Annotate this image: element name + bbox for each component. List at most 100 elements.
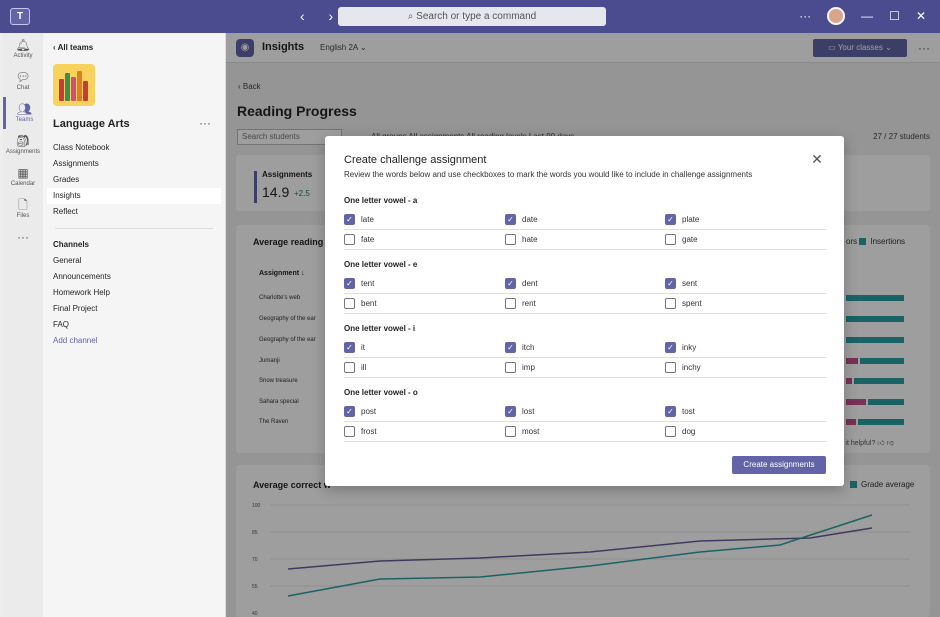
chat-icon: 💬︎ xyxy=(15,70,31,84)
word-checkbox[interactable]: dog xyxy=(665,425,695,438)
checkbox-checked-icon[interactable]: ✓ xyxy=(665,342,676,353)
search-students-input[interactable]: Search students xyxy=(237,129,342,145)
bar-insertions xyxy=(858,419,904,425)
checkbox-checked-icon[interactable]: ✓ xyxy=(505,406,516,417)
divider xyxy=(344,441,826,442)
more-apps-icon: ··· xyxy=(17,230,29,244)
close-window-icon[interactable]: ✕ xyxy=(915,9,926,23)
nav-reflect[interactable]: Reflect xyxy=(53,207,78,216)
divider xyxy=(344,293,826,294)
rail-teams[interactable]: 👥︎ Teams xyxy=(3,97,43,129)
back-link[interactable]: ‹ Back xyxy=(238,82,261,91)
word-checkbox[interactable]: hate xyxy=(505,233,538,246)
avatar[interactable] xyxy=(827,7,846,25)
more-options-icon[interactable]: ··· xyxy=(799,9,812,23)
checkbox-empty-icon[interactable] xyxy=(665,362,676,373)
rail-activity[interactable]: 🔔︎ Activity xyxy=(3,33,43,65)
word-checkbox[interactable]: inchy xyxy=(665,361,701,374)
word-checkbox[interactable]: ill xyxy=(344,361,366,374)
word-checkbox[interactable]: imp xyxy=(505,361,535,374)
checkbox-checked-icon[interactable]: ✓ xyxy=(665,278,676,289)
command-search-input[interactable]: ⌕ Search or type a command xyxy=(338,7,606,26)
checkbox-empty-icon[interactable] xyxy=(665,298,676,309)
table-header-assignment[interactable]: Assignment ↓ xyxy=(259,270,305,277)
checkbox-checked-icon[interactable]: ✓ xyxy=(665,406,676,417)
word-checkbox[interactable]: ✓ dent xyxy=(505,277,538,290)
checkbox-checked-icon[interactable]: ✓ xyxy=(344,342,355,353)
checkbox-checked-icon[interactable]: ✓ xyxy=(665,214,676,225)
word-checkbox[interactable]: ✓ tost xyxy=(665,405,695,418)
page-title: Reading Progress xyxy=(237,103,357,119)
rail-more[interactable]: ··· xyxy=(3,225,43,257)
word-checkbox[interactable]: most xyxy=(505,425,539,438)
channel-homework-help[interactable]: Homework Help xyxy=(53,288,110,297)
rail-files[interactable]: 🗋 Files xyxy=(3,193,43,225)
word-checkbox[interactable]: ✓ plate xyxy=(665,213,699,226)
rail-calendar[interactable]: ▦ Calendar xyxy=(3,161,43,193)
channel-final-project[interactable]: Final Project xyxy=(53,304,98,313)
your-classes-button[interactable]: ▭ Your classes ⌄ xyxy=(813,39,907,57)
checkbox-empty-icon[interactable] xyxy=(344,362,355,373)
channel-faq[interactable]: FAQ xyxy=(53,320,70,329)
word-checkbox[interactable]: ✓ late xyxy=(344,213,374,226)
checkbox-empty-icon[interactable] xyxy=(505,298,516,309)
word-checkbox[interactable]: frost xyxy=(344,425,377,438)
divider xyxy=(55,228,213,229)
table-row: Jumanji xyxy=(259,358,280,364)
nav-insights[interactable]: Insights xyxy=(47,188,221,204)
word-checkbox[interactable]: ✓ post xyxy=(344,405,376,418)
rail-assignments[interactable]: 🎒︎ Assignments xyxy=(3,129,43,161)
word-checkbox[interactable]: ✓ itch xyxy=(505,341,534,354)
word-checkbox[interactable]: ✓ date xyxy=(505,213,538,226)
checkbox-checked-icon[interactable]: ✓ xyxy=(505,278,516,289)
word-checkbox[interactable]: ✓ it xyxy=(344,341,365,354)
header-more-icon[interactable]: ··· xyxy=(918,41,930,55)
channel-announcements[interactable]: Announcements xyxy=(53,272,111,281)
word-checkbox[interactable]: bent xyxy=(344,297,377,310)
legend-swatch xyxy=(859,238,867,245)
thumbs-down-icon[interactable]: 👎︎ xyxy=(884,440,894,447)
checkbox-empty-icon[interactable] xyxy=(344,298,355,309)
create-assignments-button[interactable]: Create assignments xyxy=(732,456,826,474)
nav-grades[interactable]: Grades xyxy=(53,175,80,184)
feedback-prompt[interactable]: Is it helpful? 👍︎ 👎︎ xyxy=(838,440,894,447)
checkbox-checked-icon[interactable]: ✓ xyxy=(505,342,516,353)
checkbox-empty-icon[interactable] xyxy=(344,426,355,437)
checkbox-checked-icon[interactable]: ✓ xyxy=(505,214,516,225)
word-checkbox[interactable]: spent xyxy=(665,297,702,310)
team-more-icon[interactable]: ··· xyxy=(199,116,211,130)
word-checkbox[interactable]: rent xyxy=(505,297,536,310)
checkbox-empty-icon[interactable] xyxy=(505,426,516,437)
word-checkbox[interactable]: ✓ lost xyxy=(505,405,534,418)
metric-value: 14.9 xyxy=(262,184,290,200)
all-teams-link[interactable]: ‹ All teams xyxy=(53,43,94,52)
dialog-description: Review the words below and use checkboxe… xyxy=(344,170,753,179)
checkbox-checked-icon[interactable]: ✓ xyxy=(344,406,355,417)
checkbox-checked-icon[interactable]: ✓ xyxy=(344,278,355,289)
channel-general[interactable]: General xyxy=(53,256,82,265)
bar-errors xyxy=(846,419,856,425)
checkbox-empty-icon[interactable] xyxy=(665,234,676,245)
student-count: 27 / 27 students xyxy=(873,132,930,141)
close-icon[interactable]: ✕ xyxy=(811,151,823,167)
word-checkbox[interactable]: fate xyxy=(344,233,374,246)
checkbox-empty-icon[interactable] xyxy=(344,234,355,245)
word-checkbox[interactable]: ✓ sent xyxy=(665,277,697,290)
class-selector[interactable]: English 2A ⌄ xyxy=(320,43,367,52)
thumbs-up-icon[interactable]: 👍︎ xyxy=(875,440,885,447)
add-channel-link[interactable]: Add channel xyxy=(53,336,98,345)
checkbox-empty-icon[interactable] xyxy=(505,362,516,373)
rail-chat[interactable]: 💬︎ Chat xyxy=(3,65,43,97)
minimize-icon[interactable]: — xyxy=(861,9,874,23)
word-checkbox[interactable]: ✓ tent xyxy=(344,277,374,290)
nav-assignments[interactable]: Assignments xyxy=(53,159,99,168)
word-checkbox[interactable]: ✓ inky xyxy=(665,341,696,354)
checkbox-empty-icon[interactable] xyxy=(665,426,676,437)
chevron-down-icon: ⌄ xyxy=(882,43,892,52)
checkbox-empty-icon[interactable] xyxy=(505,234,516,245)
checkbox-checked-icon[interactable]: ✓ xyxy=(344,214,355,225)
word-checkbox[interactable]: gate xyxy=(665,233,698,246)
nav-class-notebook[interactable]: Class Notebook xyxy=(53,143,110,152)
history-nav-arrows[interactable]: ‹ › xyxy=(300,8,344,24)
maximize-icon[interactable]: ☐ xyxy=(889,9,900,23)
